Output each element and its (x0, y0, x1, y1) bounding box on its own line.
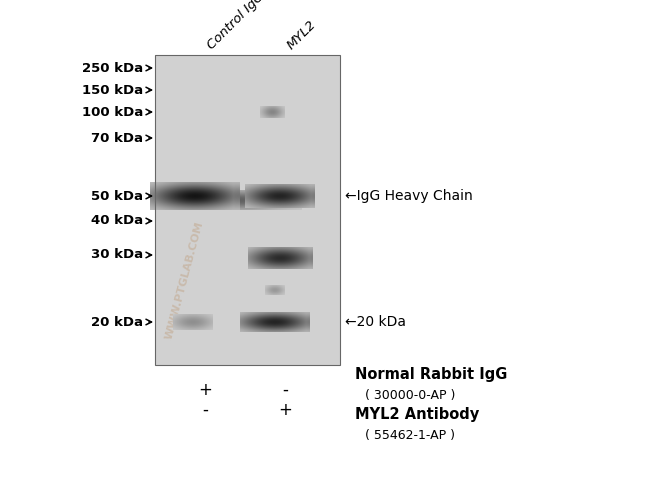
Text: 50 kDa: 50 kDa (91, 189, 143, 203)
Text: 150 kDa: 150 kDa (82, 83, 143, 97)
Text: +: + (278, 401, 292, 419)
Text: -: - (202, 401, 208, 419)
Text: WWW.PTGLAB.COM: WWW.PTGLAB.COM (164, 220, 205, 340)
Text: MYL2: MYL2 (285, 18, 319, 52)
Text: 250 kDa: 250 kDa (82, 61, 143, 75)
Text: 70 kDa: 70 kDa (91, 131, 143, 144)
Text: Control IgG: Control IgG (205, 0, 267, 52)
Text: +: + (198, 381, 212, 399)
Text: 40 kDa: 40 kDa (91, 215, 143, 227)
Text: MYL2 Antibody: MYL2 Antibody (355, 407, 479, 423)
Bar (155, 55, 340, 365)
Text: ←IgG Heavy Chain: ←IgG Heavy Chain (345, 189, 473, 203)
Text: ( 55462-1-AP ): ( 55462-1-AP ) (365, 428, 455, 442)
Text: 30 kDa: 30 kDa (91, 248, 143, 262)
Text: 100 kDa: 100 kDa (82, 105, 143, 119)
Text: -: - (282, 381, 288, 399)
Text: Normal Rabbit IgG: Normal Rabbit IgG (355, 367, 508, 383)
Text: 20 kDa: 20 kDa (91, 316, 143, 328)
Text: ←20 kDa: ←20 kDa (345, 315, 406, 329)
Text: ( 30000-0-AP ): ( 30000-0-AP ) (365, 388, 456, 402)
